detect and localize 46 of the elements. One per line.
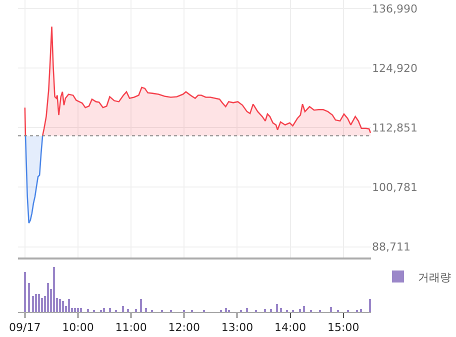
bar: [140, 299, 142, 312]
bar: [276, 304, 278, 312]
bar: [369, 299, 371, 312]
bar: [135, 309, 137, 312]
bar: [47, 283, 49, 312]
bar: [246, 308, 248, 312]
bar: [145, 308, 147, 312]
bar: [280, 308, 282, 312]
bar: [270, 309, 272, 312]
bar: [28, 283, 30, 312]
bar: [360, 309, 362, 312]
legend-label: 거래량: [418, 270, 451, 284]
bar: [303, 306, 305, 312]
bar: [330, 307, 332, 312]
y-tick-label: 136,990: [372, 2, 418, 16]
x-tick-label: 11:00: [115, 321, 147, 334]
y-tick-label: 88,711: [372, 240, 410, 254]
bar: [80, 308, 82, 312]
x-tick-label: 15:00: [328, 321, 360, 334]
bar: [38, 294, 40, 312]
y-tick-label: 112,851: [372, 121, 418, 134]
bar: [35, 294, 37, 312]
bar: [122, 306, 124, 312]
bar: [264, 309, 266, 312]
x-tick-label: 10:00: [62, 321, 94, 334]
bar: [127, 309, 129, 312]
x-tick-label: 09/17: [9, 321, 41, 334]
bar: [299, 309, 301, 312]
bar: [87, 309, 89, 312]
bar: [41, 298, 43, 312]
bar: [59, 299, 61, 312]
bar: [32, 296, 34, 312]
bar: [103, 308, 105, 312]
x-tick-label: 12:00: [168, 321, 200, 334]
bar: [109, 308, 111, 312]
y-tick-label: 100,781: [372, 181, 418, 194]
bar: [77, 308, 79, 312]
x-tick-label: 14:00: [274, 321, 306, 334]
bar: [74, 308, 76, 312]
bar: [225, 308, 227, 312]
bar: [62, 301, 64, 312]
x-tick-label: 13:00: [221, 321, 254, 334]
bar: [24, 272, 26, 312]
y-tick-label: 124,920: [372, 62, 418, 75]
bar: [68, 299, 70, 312]
bar: [53, 267, 55, 312]
